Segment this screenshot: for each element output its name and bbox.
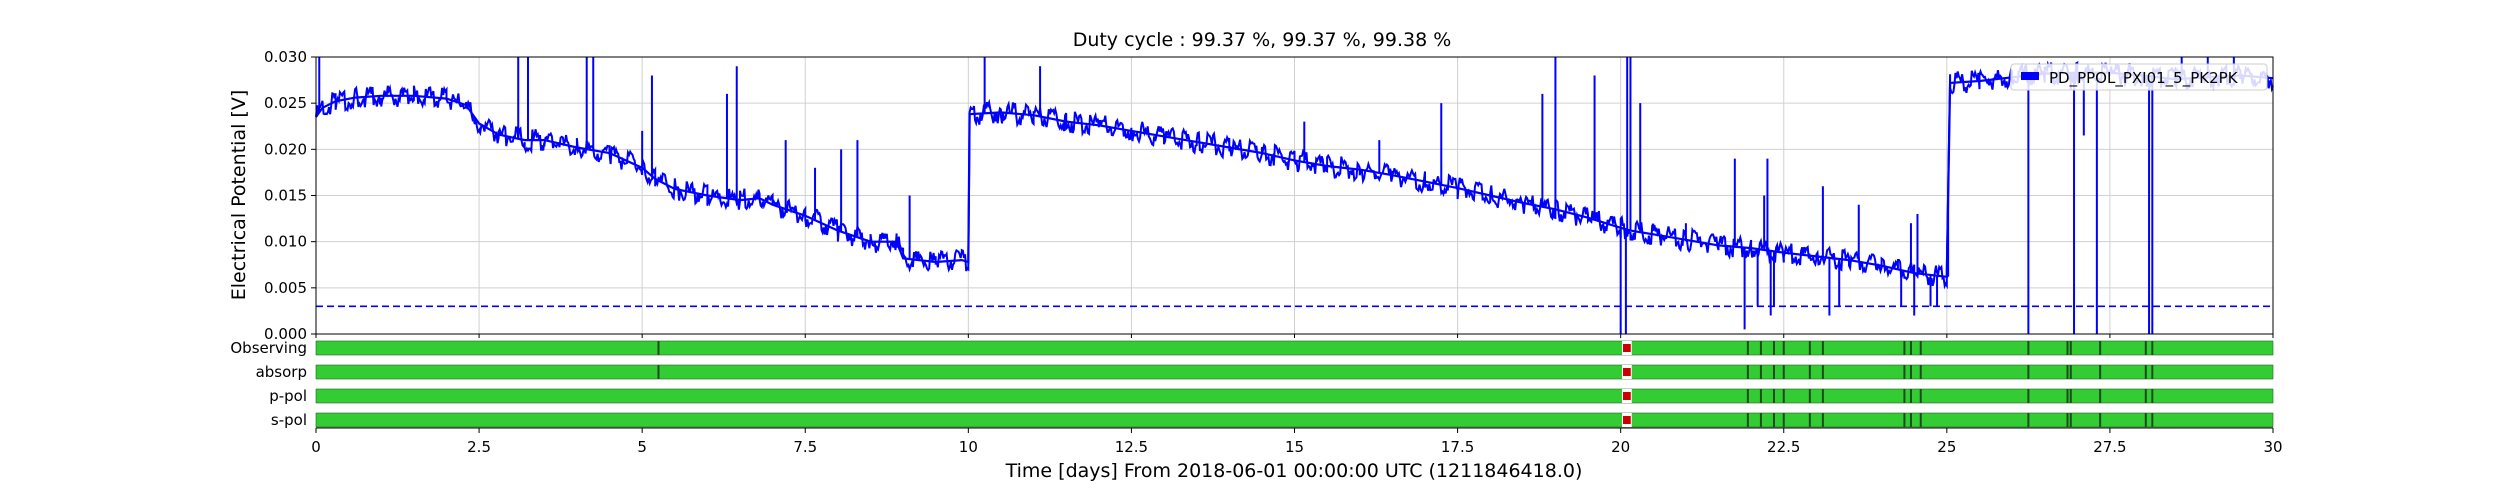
state-bar-p-pol [315, 388, 2274, 404]
x-tick-label: 2.5 [467, 438, 491, 456]
x-tick-label: 27.5 [2093, 438, 2126, 456]
y-axis-ticks: 0.000 0.005 0.010 0.015 0.020 0.025 0.030 [264, 48, 316, 343]
y-tick-label: 0.010 [264, 233, 307, 251]
series-line-noise [315, 60, 2274, 290]
y-tick-label: 0.000 [264, 325, 307, 343]
x-tick-label: 22.5 [1767, 438, 1800, 456]
state-bar-s-pol [315, 412, 2274, 428]
state-fail-mark [1622, 392, 1631, 400]
main-plot-area [315, 57, 2274, 334]
y-axis-label: Electrical Potential [V] [228, 90, 250, 300]
series-line [315, 71, 2274, 279]
x-axis-label: Time [days] From 2018-06-01 00:00:00 UTC… [1005, 460, 1583, 482]
x-tick-label: 30 [2263, 438, 2282, 456]
state-row-label: Observing [230, 339, 307, 357]
x-tick-label: 5 [637, 438, 647, 456]
legend-label: PD_PPOL_PXI01_5_PK2PK [2049, 69, 2239, 88]
x-tick-label: 17.5 [1441, 438, 1474, 456]
state-row-label: absorp [256, 363, 307, 381]
state-segment-panel: Observing absorp p-pol s-pol [230, 339, 2274, 429]
x-tick-label: 15 [1285, 438, 1304, 456]
x-tick-label: 12.5 [1115, 438, 1148, 456]
y-tick-label: 0.030 [264, 48, 307, 66]
y-tick-label: 0.025 [264, 94, 307, 112]
state-fail-mark [1622, 368, 1631, 376]
state-bar-absorp [315, 364, 2274, 380]
state-row-label: p-pol [269, 387, 307, 405]
main-gridlines [315, 56, 2274, 335]
legend-swatch [2021, 72, 2039, 80]
y-tick-label: 0.015 [264, 187, 307, 205]
state-fail-mark [1622, 344, 1631, 352]
legend-box [2010, 63, 2268, 91]
chart-title: Duty cycle : 99.37 %, 99.37 %, 99.38 % [1073, 29, 1452, 51]
x-axis-ticks: 0 2.5 5 7.5 10 12.5 15 17.5 20 22.5 25 27.5 30 [311, 334, 2283, 456]
state-fail-mark [1622, 416, 1631, 424]
x-tick-label: 7.5 [793, 438, 817, 456]
state-row-label: s-pol [271, 411, 307, 429]
x-tick-label: 0 [311, 438, 321, 456]
x-tick-label: 10 [959, 438, 978, 456]
x-tick-label: 20 [1611, 438, 1630, 456]
x-tick-label: 25 [1937, 438, 1956, 456]
y-tick-label: 0.005 [264, 279, 307, 297]
state-bar-observing [315, 340, 2274, 356]
legend: PD_PPOL_PXI01_5_PK2PK [2010, 63, 2268, 91]
y-tick-label: 0.020 [264, 140, 307, 158]
